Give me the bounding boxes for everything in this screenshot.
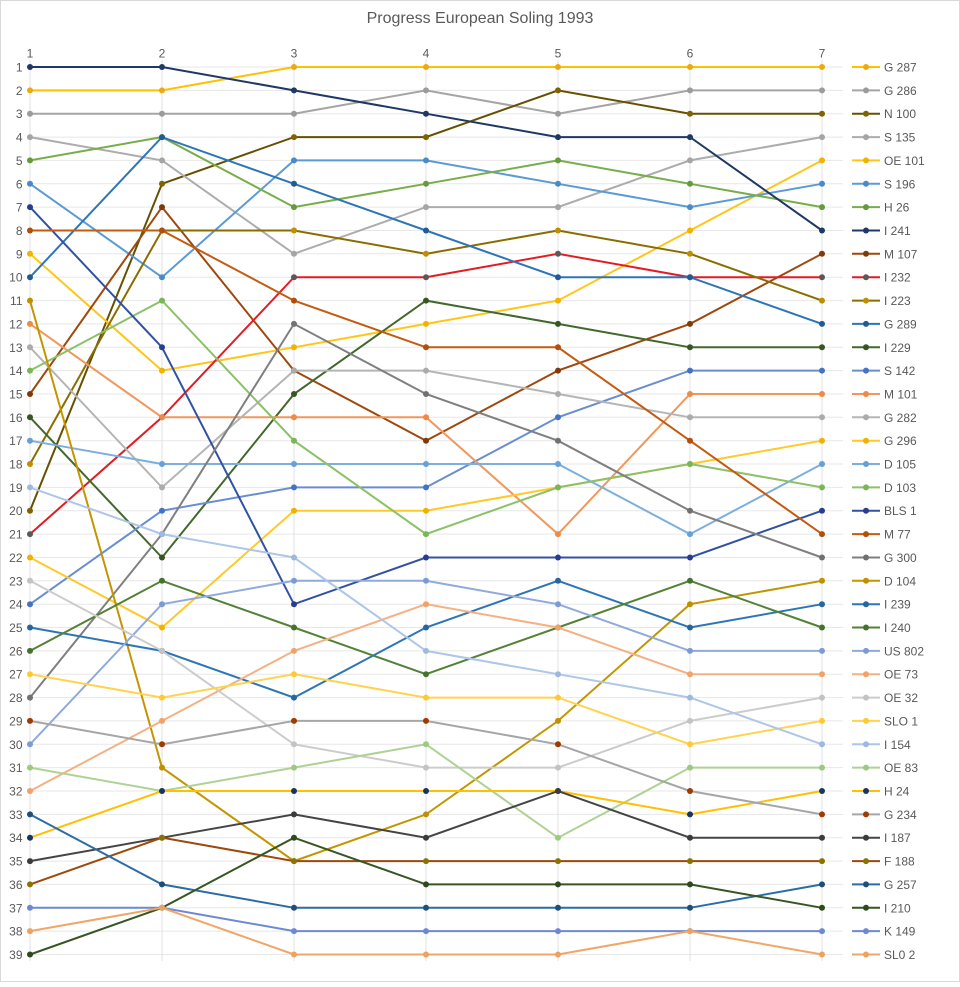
svg-text:29: 29 [9, 714, 23, 728]
svg-text:15: 15 [9, 388, 23, 402]
svg-text:24: 24 [9, 598, 23, 612]
svg-text:6: 6 [16, 177, 23, 191]
svg-text:38: 38 [9, 925, 23, 939]
svg-text:K 149: K 149 [884, 925, 916, 939]
svg-text:27: 27 [9, 668, 23, 682]
svg-text:OE 32: OE 32 [884, 691, 918, 705]
svg-text:S 135: S 135 [884, 131, 916, 145]
svg-text:7: 7 [819, 47, 826, 61]
svg-text:13: 13 [9, 341, 23, 355]
svg-text:12: 12 [9, 317, 23, 331]
svg-text:9: 9 [16, 247, 23, 261]
svg-text:I 229: I 229 [884, 341, 911, 355]
svg-text:OE 73: OE 73 [884, 668, 918, 682]
svg-text:N 100: N 100 [884, 107, 916, 121]
svg-text:31: 31 [9, 761, 23, 775]
svg-text:4: 4 [423, 47, 430, 61]
svg-text:18: 18 [9, 458, 23, 472]
svg-text:16: 16 [9, 411, 23, 425]
svg-text:I 241: I 241 [884, 224, 911, 238]
svg-text:36: 36 [9, 878, 23, 892]
svg-text:5: 5 [555, 47, 562, 61]
svg-text:I 223: I 223 [884, 294, 911, 308]
svg-text:11: 11 [10, 294, 23, 308]
svg-text:39: 39 [9, 948, 23, 962]
svg-text:5: 5 [16, 154, 23, 168]
svg-text:20: 20 [9, 504, 23, 518]
svg-text:2: 2 [159, 47, 166, 61]
svg-text:37: 37 [9, 901, 23, 915]
svg-text:SL0 2: SL0 2 [884, 948, 916, 962]
svg-text:G 287: G 287 [884, 61, 917, 75]
svg-text:3: 3 [16, 107, 23, 121]
svg-text:17: 17 [9, 434, 23, 448]
svg-text:G 234: G 234 [884, 808, 917, 822]
svg-text:OE 83: OE 83 [884, 761, 918, 775]
svg-text:I 240: I 240 [884, 621, 911, 635]
svg-text:I 210: I 210 [884, 901, 911, 915]
svg-text:OE 101: OE 101 [884, 154, 925, 168]
svg-text:I 187: I 187 [884, 831, 911, 845]
svg-text:7: 7 [16, 201, 23, 215]
svg-text:22: 22 [9, 551, 23, 565]
svg-text:2: 2 [16, 84, 23, 98]
svg-text:I 232: I 232 [884, 271, 911, 285]
svg-text:G 257: G 257 [884, 878, 917, 892]
svg-text:19: 19 [9, 481, 23, 495]
svg-text:34: 34 [9, 831, 23, 845]
svg-text:D 105: D 105 [884, 458, 916, 472]
svg-text:G 296: G 296 [884, 434, 917, 448]
svg-text:35: 35 [9, 855, 23, 869]
svg-text:D 103: D 103 [884, 481, 916, 495]
svg-text:M 101: M 101 [884, 388, 918, 402]
svg-text:M 107: M 107 [884, 247, 918, 261]
svg-text:32: 32 [9, 785, 23, 799]
svg-text:Progress European Soling 1993: Progress European Soling 1993 [367, 10, 594, 27]
svg-text:G 282: G 282 [884, 411, 917, 425]
svg-text:D 104: D 104 [884, 574, 916, 588]
svg-text:I 239: I 239 [884, 598, 911, 612]
svg-text:BLS 1: BLS 1 [884, 504, 917, 518]
svg-text:33: 33 [9, 808, 23, 822]
svg-text:I 154: I 154 [884, 738, 911, 752]
svg-text:F 188: F 188 [884, 855, 915, 869]
svg-text:1: 1 [16, 61, 23, 75]
svg-text:8: 8 [16, 224, 23, 238]
svg-text:30: 30 [9, 738, 23, 752]
svg-text:26: 26 [9, 644, 23, 658]
svg-text:H 24: H 24 [884, 785, 910, 799]
svg-text:21: 21 [9, 528, 23, 542]
svg-text:US 802: US 802 [884, 644, 924, 658]
svg-text:28: 28 [9, 691, 23, 705]
svg-text:S 196: S 196 [884, 177, 916, 191]
svg-text:G 300: G 300 [884, 551, 917, 565]
svg-text:G 289: G 289 [884, 317, 917, 331]
svg-text:25: 25 [9, 621, 23, 635]
svg-text:S 142: S 142 [884, 364, 916, 378]
svg-text:23: 23 [9, 574, 23, 588]
svg-text:M 77: M 77 [884, 528, 911, 542]
svg-text:H 26: H 26 [884, 201, 910, 215]
svg-text:SLO 1: SLO 1 [884, 714, 918, 728]
svg-text:6: 6 [687, 47, 694, 61]
svg-text:10: 10 [9, 271, 23, 285]
svg-text:4: 4 [16, 131, 23, 145]
svg-text:1: 1 [27, 47, 34, 61]
svg-text:3: 3 [291, 47, 298, 61]
svg-text:14: 14 [9, 364, 23, 378]
svg-text:G 286: G 286 [884, 84, 917, 98]
